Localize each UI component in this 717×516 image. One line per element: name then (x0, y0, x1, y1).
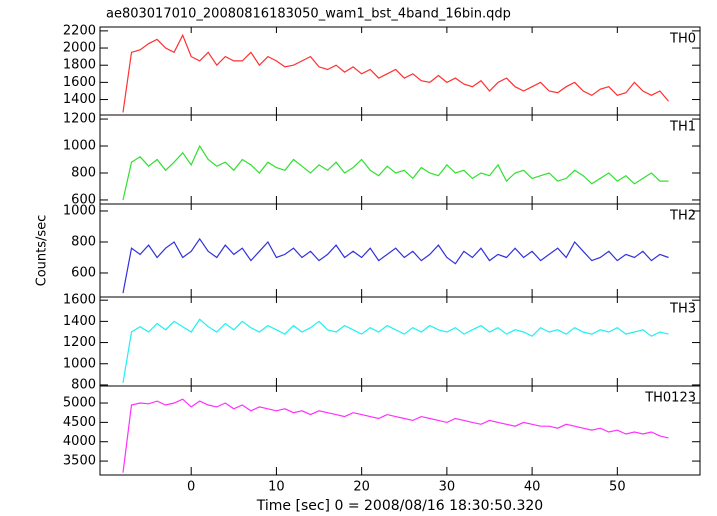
x-tick-label: 40 (524, 480, 541, 495)
data-line (122, 144, 669, 201)
y-tick-label: 600 (71, 192, 96, 207)
chart-title: ae803017010_20080816183050_wam1_bst_4ban… (106, 7, 511, 22)
data-line (122, 398, 669, 473)
y-tick-label: 600 (71, 265, 96, 280)
panel-label: TH3 (669, 302, 696, 317)
x-tick-label: 30 (439, 480, 456, 495)
y-tick-label: 1600 (63, 293, 96, 308)
y-tick-label: 800 (71, 234, 96, 249)
y-tick-label: 2200 (63, 23, 96, 38)
y-tick-label: 800 (71, 377, 96, 392)
panel-label: TH0123 (644, 391, 696, 406)
y-tick-label: 5000 (63, 396, 96, 411)
y-tick-label: 1000 (63, 203, 96, 218)
y-tick-label: 1200 (63, 112, 96, 127)
y-tick-label: 1400 (63, 92, 96, 107)
y-tick-label: 1800 (63, 58, 96, 73)
y-tick-label: 3500 (63, 454, 96, 469)
y-tick-label: 1400 (63, 314, 96, 329)
x-tick-label: 50 (609, 480, 626, 495)
y-tick-label: 2000 (63, 41, 96, 56)
panel-label: TH2 (669, 209, 696, 224)
data-line (122, 33, 669, 113)
panel-frame (99, 114, 701, 205)
y-tick-label: 1000 (63, 356, 96, 371)
panel-frame (99, 203, 701, 298)
x-tick-label: 10 (268, 480, 285, 495)
x-tick-label: 0 (187, 480, 195, 495)
y-tick-label: 1600 (63, 75, 96, 90)
y-tick-label: 800 (71, 165, 96, 180)
y-tick-label: 1000 (63, 139, 96, 154)
y-tick-label: 4500 (63, 415, 96, 430)
data-line (122, 237, 669, 294)
panel-frame (99, 296, 701, 387)
panel-label: TH1 (669, 120, 696, 135)
panel-frame (99, 385, 701, 476)
y-tick-label: 4000 (63, 434, 96, 449)
x-axis-label: Time [sec] 0 = 2008/08/16 18:30:50.320 (256, 498, 543, 514)
y-tick-label: 1200 (63, 335, 96, 350)
panel-label: TH0 (669, 32, 696, 47)
panel-frame (99, 26, 701, 116)
data-line (122, 318, 669, 383)
x-tick-label: 20 (353, 480, 370, 495)
y-axis-label: Counts/sec (35, 215, 50, 287)
